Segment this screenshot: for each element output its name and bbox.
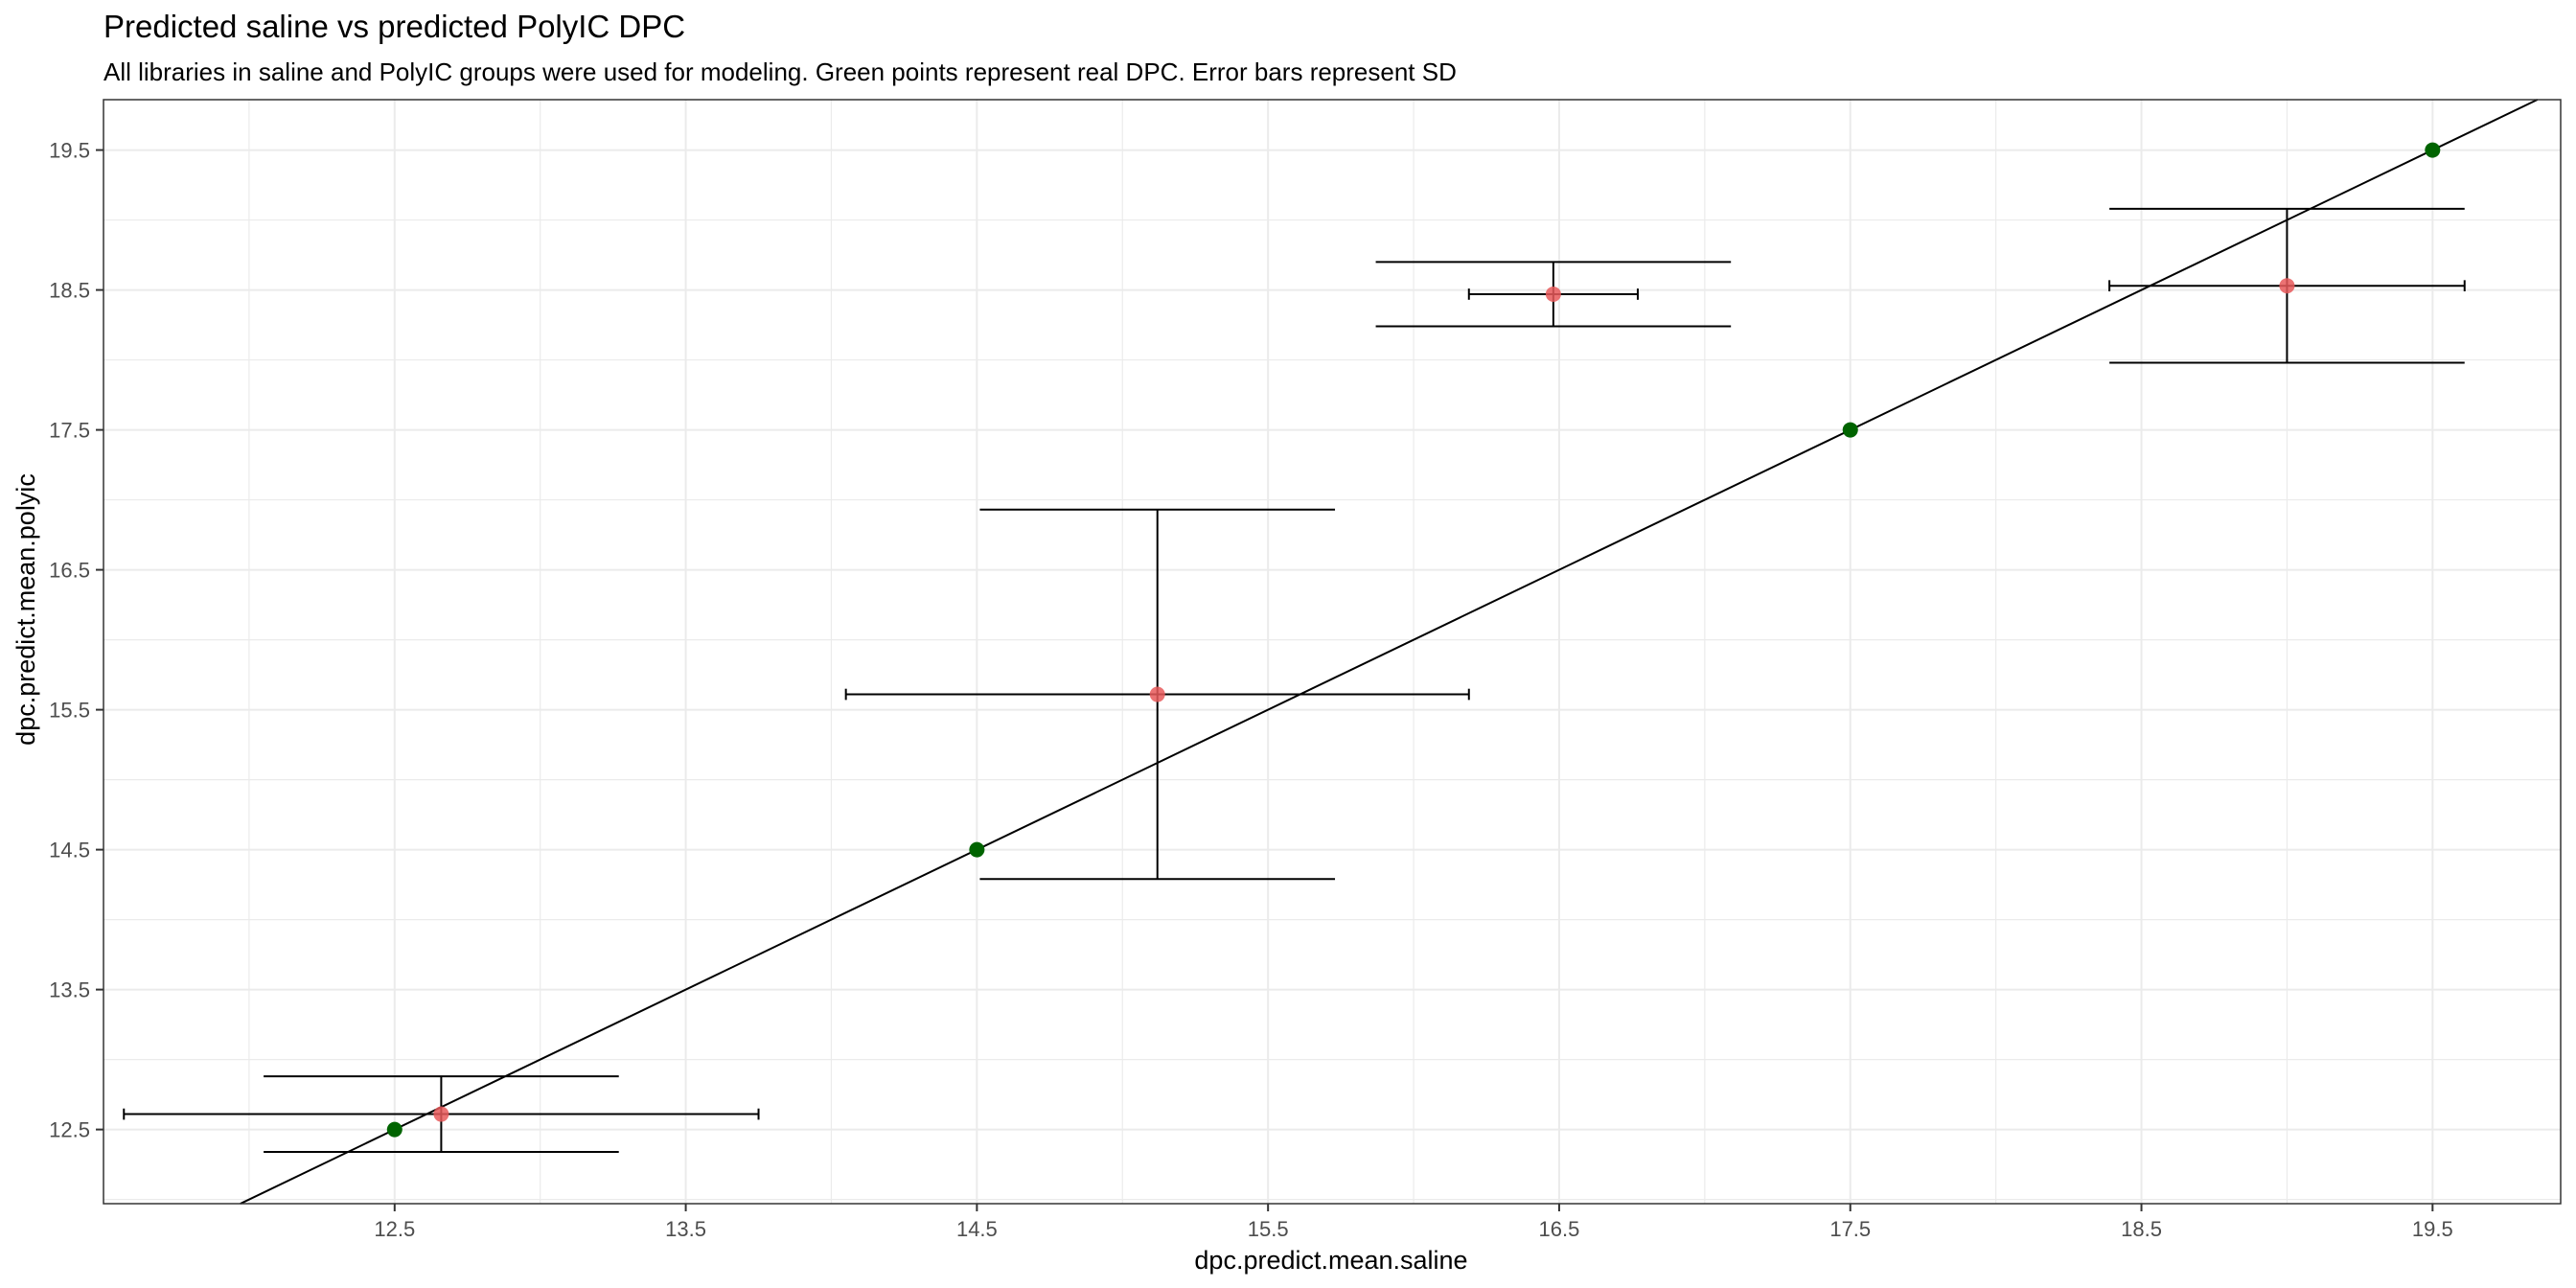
y-tick-label: 12.5 (49, 1118, 90, 1142)
x-tick-label: 17.5 (1829, 1217, 1871, 1241)
predicted-point (2279, 278, 2295, 294)
x-axis: 12.5 13.5 14.5 15.5 16.5 17.5 18.5 19.5 (374, 1204, 2453, 1241)
chart-title: Predicted saline vs predicted PolyIC DPC (104, 9, 685, 44)
y-axis-label: dpc.predict.mean.polyic (12, 473, 40, 746)
y-tick-label: 15.5 (49, 699, 90, 723)
y-tick-label: 19.5 (49, 139, 90, 163)
identity-line (240, 99, 2539, 1205)
identity-line-group (240, 99, 2539, 1205)
real-dpc-point (2425, 142, 2441, 158)
real-dpc-point (1842, 422, 1858, 438)
x-tick-label: 19.5 (2412, 1217, 2453, 1241)
y-tick-label: 17.5 (49, 419, 90, 443)
y-tick-label: 14.5 (49, 839, 90, 862)
x-tick-label: 18.5 (2121, 1217, 2162, 1241)
x-tick-label: 14.5 (956, 1217, 998, 1241)
grid-lines (104, 100, 2561, 1204)
y-tick-label: 13.5 (49, 978, 90, 1002)
error-bars (123, 207, 2466, 1153)
y-tick-label: 16.5 (49, 559, 90, 583)
chart-subtitle: All libraries in saline and PolyIC group… (104, 58, 1457, 86)
y-axis: 12.5 13.5 14.5 15.5 16.5 17.5 18.5 19.5 (49, 139, 104, 1142)
plot-panel-border (103, 99, 2562, 1205)
x-tick-label: 16.5 (1539, 1217, 1580, 1241)
x-tick-label: 12.5 (374, 1217, 415, 1241)
real-dpc-point (386, 1121, 402, 1138)
x-tick-label: 15.5 (1248, 1217, 1289, 1241)
real-dpc-point (969, 841, 985, 858)
data-points (386, 142, 2441, 1138)
x-tick-label: 13.5 (665, 1217, 706, 1241)
predicted-point (1545, 286, 1561, 302)
predicted-point (1149, 686, 1165, 702)
x-axis-label: dpc.predict.mean.saline (1194, 1246, 1467, 1275)
y-tick-label: 18.5 (49, 279, 90, 303)
predicted-point (433, 1106, 449, 1122)
